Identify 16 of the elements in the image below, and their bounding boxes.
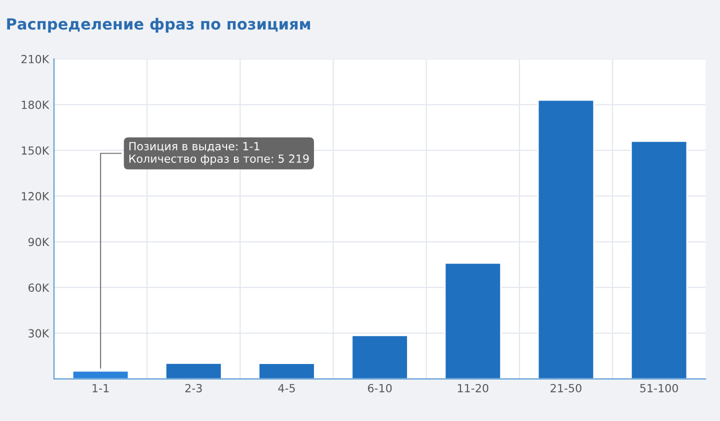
chart-title: Распределение фраз по позициям <box>7 18 310 33</box>
x-tick-label: 6-10 <box>368 384 392 392</box>
y-tick-label: 180K <box>22 100 50 110</box>
x-tick-label: 51-100 <box>640 384 678 392</box>
y-tick-label: 120K <box>22 192 50 200</box>
x-tick-label: 4-5 <box>278 384 295 392</box>
x-tick-label: 21-50 <box>550 384 582 392</box>
x-tick-label: 1-1 <box>92 384 109 392</box>
y-tick-label: 210K <box>21 54 50 64</box>
y-tick-label: 150K <box>22 146 50 155</box>
annotation: Позиция в выдаче: 1-1 Количество фраз в топе: 5 219 <box>129 142 309 165</box>
x-tick-label: 2-3 <box>185 384 202 392</box>
y-tick-label: 60K <box>28 283 50 292</box>
y-tick-label: 90K <box>28 238 50 246</box>
y-tick-label: 30K <box>28 329 50 338</box>
x-tick-label: 11-20 <box>458 384 488 392</box>
